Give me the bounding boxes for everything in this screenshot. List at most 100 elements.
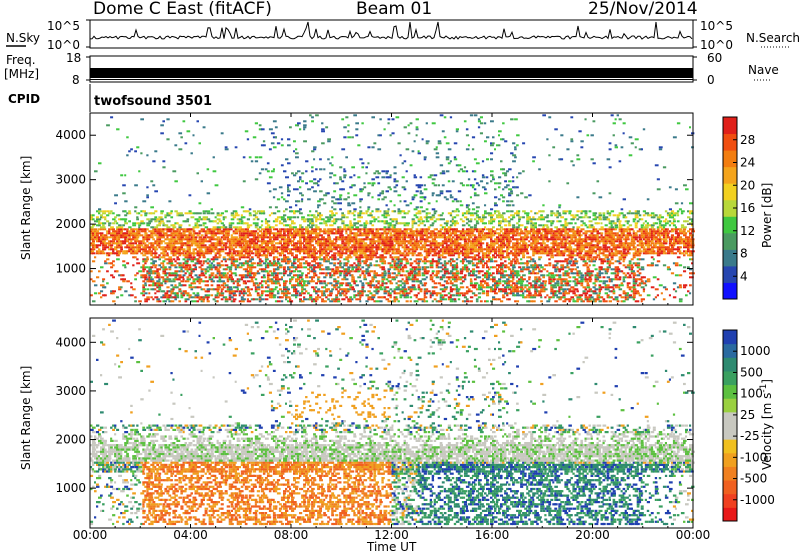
range-gate-cell	[431, 254, 435, 257]
range-gate-cell	[258, 246, 262, 249]
range-gate-cell	[196, 286, 199, 289]
range-gate-cell	[377, 264, 381, 267]
range-gate-cell	[602, 236, 606, 239]
range-gate-cell	[417, 266, 421, 269]
range-gate-cell	[299, 270, 302, 273]
range-gate-cell	[624, 248, 627, 251]
range-gate-cell	[120, 240, 123, 243]
range-gate-cell	[399, 264, 403, 267]
range-gate-cell	[389, 280, 392, 283]
range-gate-cell	[172, 238, 177, 241]
range-gate-cell	[128, 250, 131, 253]
range-gate-cell	[594, 240, 597, 243]
range-gate-cell	[608, 280, 611, 283]
range-gate-cell	[469, 242, 473, 245]
range-gate-cell	[194, 278, 198, 281]
range-gate-cell	[287, 242, 291, 245]
range-gate-cell	[494, 248, 498, 251]
range-gate-cell	[439, 278, 444, 281]
range-gate-cell	[600, 296, 604, 299]
range-gate-cell	[375, 248, 380, 251]
range-gate-cell	[409, 288, 412, 291]
range-gate-cell	[285, 296, 289, 299]
range-gate-cell	[220, 288, 224, 291]
range-gate-cell	[359, 238, 362, 241]
range-gate-cell	[540, 296, 543, 299]
range-gate-cell	[381, 276, 385, 279]
range-gate-cell	[508, 252, 512, 255]
range-gate-cell	[116, 252, 120, 255]
range-gate-cell	[415, 272, 419, 275]
range-gate-cell	[479, 250, 484, 253]
range-gate-cell	[610, 268, 613, 271]
range-gate-cell	[254, 254, 258, 257]
range-gate-cell	[600, 268, 603, 271]
range-gate-cell	[110, 252, 113, 255]
range-gate-cell	[248, 258, 251, 261]
range-gate-cell	[337, 270, 341, 273]
range-gate-cell	[289, 298, 292, 301]
range-gate-cell	[202, 288, 206, 291]
range-gate-cell	[490, 244, 494, 247]
range-gate-cell	[224, 296, 228, 299]
range-gate-cell	[262, 262, 267, 265]
range-gate-cell	[576, 272, 579, 275]
range-gate-cell	[274, 248, 278, 251]
range-gate-cell	[220, 272, 224, 275]
range-gate-cell	[417, 258, 421, 261]
range-gate-cell	[232, 290, 235, 293]
range-gate-cell	[564, 244, 567, 247]
range-gate-cell	[110, 274, 114, 277]
range-gate-cell	[443, 294, 448, 297]
range-gate-cell	[172, 246, 177, 249]
range-gate-cell	[202, 252, 205, 255]
range-gate-cell	[118, 286, 122, 289]
range-gate-cell	[272, 240, 275, 243]
range-gate-cell	[307, 236, 310, 239]
range-gate-cell	[120, 278, 124, 281]
range-gate-cell	[96, 244, 99, 247]
range-gate-cell	[550, 290, 554, 293]
range-gate-cell	[656, 252, 660, 255]
range-gate-cell	[403, 288, 407, 291]
range-gate-cell	[451, 260, 456, 263]
range-gate-cell	[461, 294, 466, 297]
range-gate-cell	[315, 286, 318, 289]
range-gate-cell	[136, 246, 140, 249]
range-gate-cell	[429, 236, 433, 239]
range-gate-cell	[142, 248, 147, 251]
range-gate-cell	[550, 242, 555, 245]
range-gate-cell	[242, 240, 246, 243]
range-gate-cell	[638, 278, 643, 281]
range-gate-cell	[687, 244, 691, 247]
range-gate-cell	[289, 240, 293, 243]
range-gate-cell	[198, 238, 201, 241]
range-gate-cell	[542, 238, 545, 241]
range-gate-cell	[674, 242, 678, 245]
range-gate-cell	[156, 300, 159, 303]
range-gate-cell	[212, 260, 215, 263]
range-gate-cell	[150, 270, 154, 273]
range-gate-cell	[176, 234, 180, 237]
nsearch-label: N.Search	[746, 31, 800, 45]
range-gate-cell	[289, 270, 292, 273]
range-gate-cell	[646, 294, 651, 297]
range-gate-cell	[178, 274, 182, 277]
range-gate-cell	[592, 286, 596, 289]
range-gate-cell	[606, 266, 609, 269]
range-gate-cell	[500, 238, 503, 241]
range-gate-cell	[323, 280, 326, 283]
range-gate-cell	[124, 240, 127, 243]
range-gate-cell	[224, 274, 228, 277]
range-gate-cell	[572, 290, 576, 293]
range-gate-cell	[401, 270, 405, 273]
range-gate-cell	[321, 258, 325, 261]
range-gate-cell	[116, 238, 119, 241]
range-gate-cell	[608, 236, 613, 239]
range-gate-cell	[200, 240, 205, 243]
range-gate-cell	[606, 246, 611, 249]
range-gate-cell	[96, 252, 100, 255]
range-gate-cell	[170, 264, 174, 267]
range-gate-cell	[323, 238, 327, 241]
range-gate-cell	[216, 300, 219, 303]
